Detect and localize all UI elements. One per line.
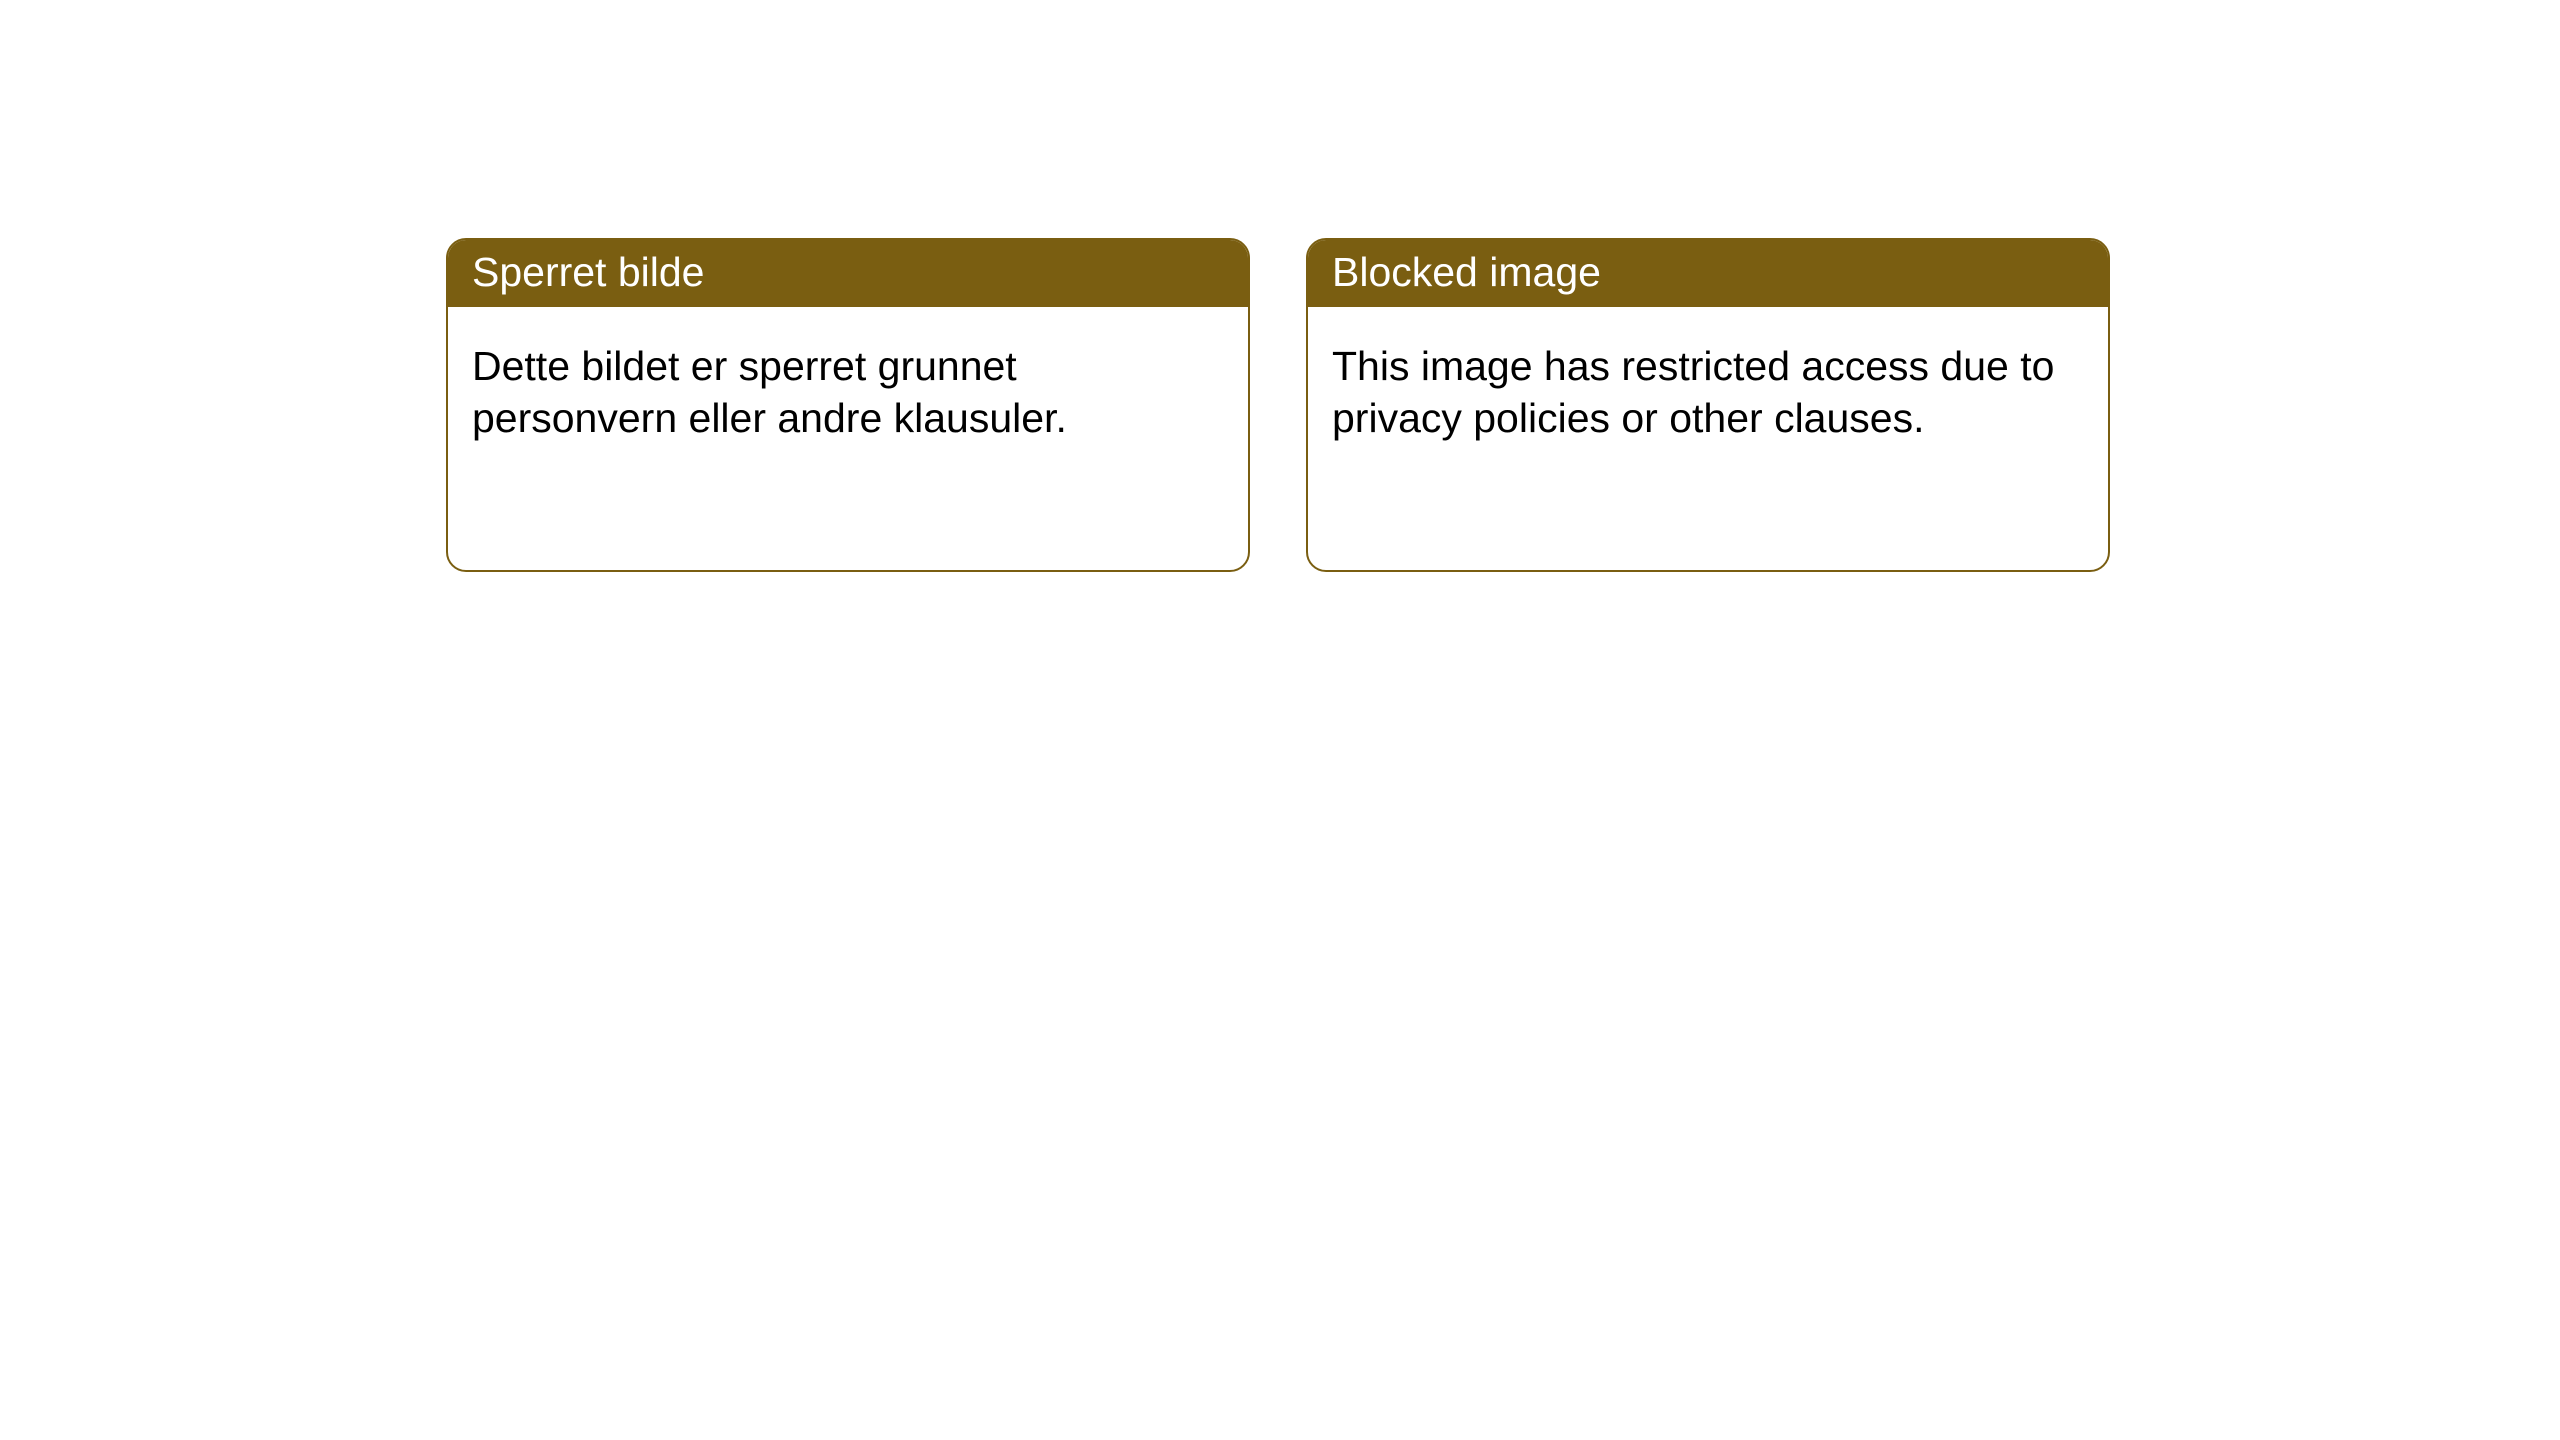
notice-card-norwegian: Sperret bilde Dette bildet er sperret gr… (446, 238, 1250, 572)
notice-card-english: Blocked image This image has restricted … (1306, 238, 2110, 572)
card-header: Blocked image (1308, 240, 2108, 307)
notice-container: Sperret bilde Dette bildet er sperret gr… (0, 0, 2560, 572)
card-body: This image has restricted access due to … (1308, 307, 2108, 468)
card-body: Dette bildet er sperret grunnet personve… (448, 307, 1248, 468)
card-header: Sperret bilde (448, 240, 1248, 307)
